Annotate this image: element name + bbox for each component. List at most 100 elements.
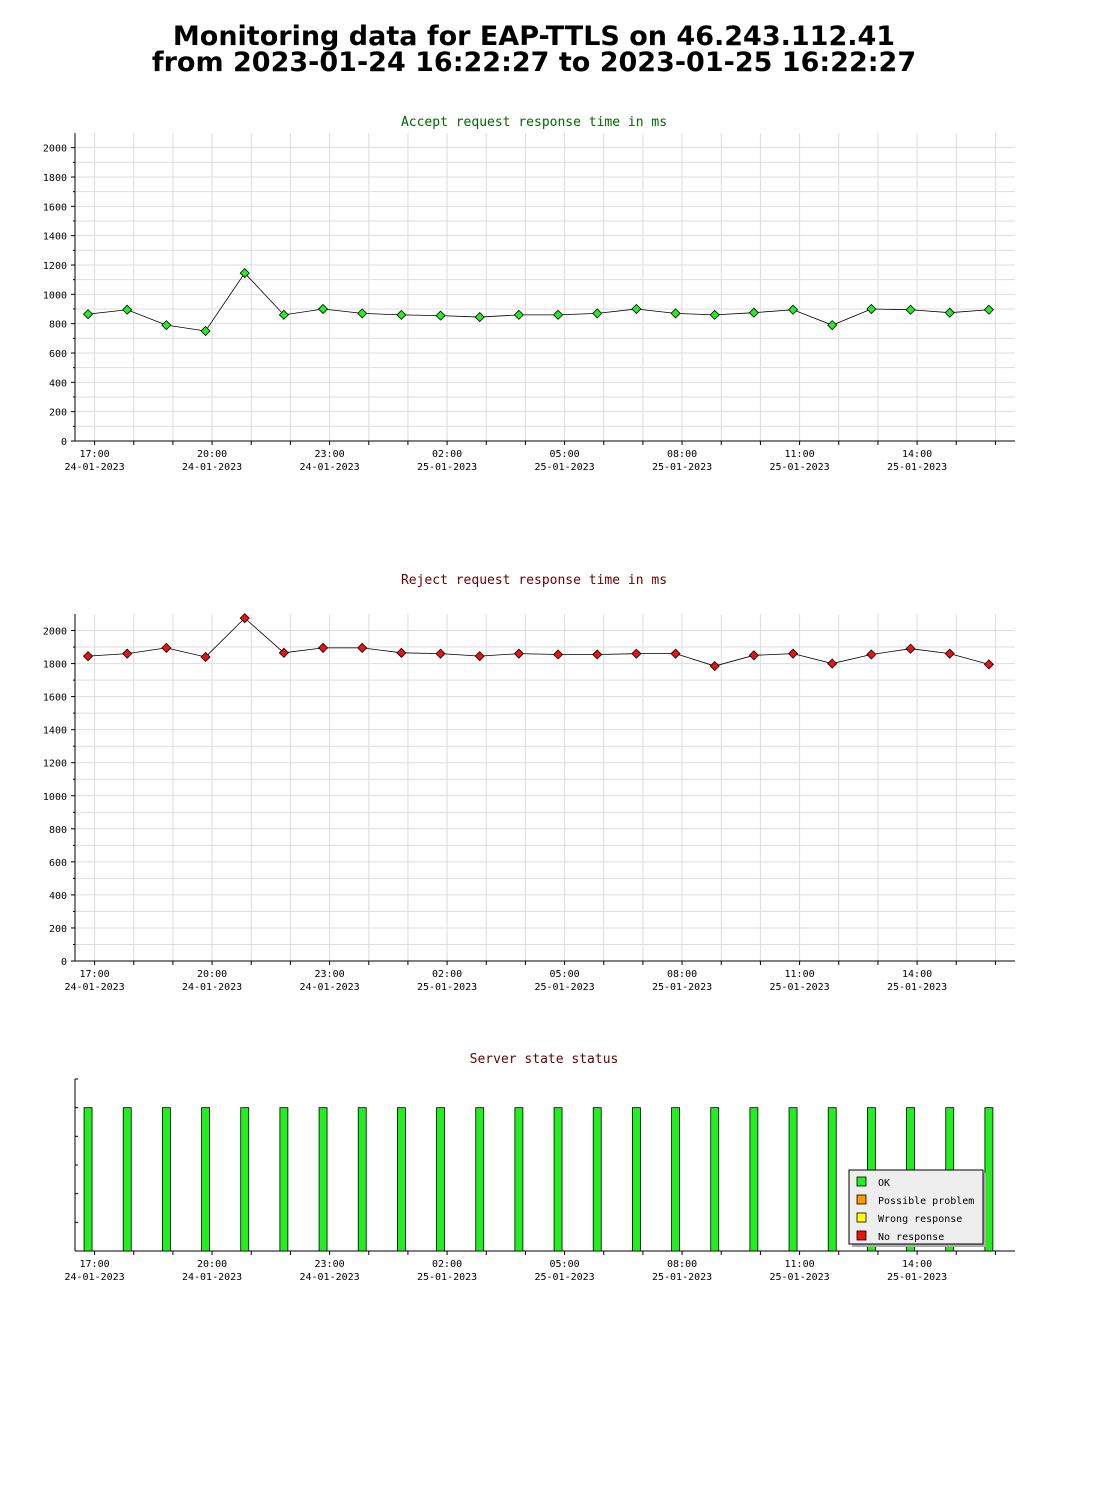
y-tick-label: 1200 bbox=[43, 261, 67, 272]
y-tick-label: 1600 bbox=[43, 693, 67, 704]
x-tick-label-time: 08:00 bbox=[667, 449, 697, 460]
x-tick-label-date: 24-01-2023 bbox=[64, 1272, 124, 1283]
reject-point bbox=[513, 648, 524, 659]
reject-point bbox=[200, 651, 211, 663]
chart-title: Accept request response time in ms bbox=[401, 115, 667, 130]
accept-point bbox=[631, 303, 642, 315]
status-bar bbox=[475, 1107, 485, 1252]
x-tick-label-time: 02:00 bbox=[432, 449, 462, 460]
y-tick-label: 200 bbox=[49, 408, 67, 419]
x-tick-label-date: 24-01-2023 bbox=[64, 982, 124, 993]
accept-point bbox=[670, 308, 681, 319]
x-tick-label-date: 25-01-2023 bbox=[534, 462, 594, 473]
reject-point bbox=[82, 651, 94, 662]
reject-point bbox=[748, 650, 759, 661]
x-tick-label-date: 25-01-2023 bbox=[534, 1272, 594, 1283]
legend-label: Possible problem bbox=[878, 1196, 974, 1207]
reject-point bbox=[122, 648, 133, 659]
y-tick-label: 1000 bbox=[43, 792, 67, 803]
reject-point bbox=[161, 642, 172, 653]
x-tick-label-date: 25-01-2023 bbox=[769, 1272, 829, 1283]
y-tick-label: 2000 bbox=[43, 627, 67, 638]
x-tick-label-date: 25-01-2023 bbox=[769, 982, 829, 993]
status-bar bbox=[357, 1107, 367, 1252]
x-tick-label-date: 24-01-2023 bbox=[299, 462, 359, 473]
y-tick-label: 800 bbox=[49, 825, 67, 836]
accept-point bbox=[552, 309, 564, 320]
y-tick-label: 600 bbox=[49, 349, 67, 360]
x-tick-label-date: 25-01-2023 bbox=[652, 1272, 712, 1283]
x-tick-label-date: 25-01-2023 bbox=[652, 982, 712, 993]
x-tick-label-time: 11:00 bbox=[785, 1259, 815, 1270]
x-tick-label-date: 24-01-2023 bbox=[182, 462, 242, 473]
reject-point bbox=[357, 642, 368, 653]
x-tick-label-date: 24-01-2023 bbox=[182, 1272, 242, 1283]
y-tick-label: 1800 bbox=[43, 173, 67, 184]
legend-box bbox=[848, 1169, 984, 1245]
x-tick-label-time: 11:00 bbox=[785, 969, 815, 980]
status-bar bbox=[553, 1107, 563, 1252]
reject-point bbox=[239, 613, 250, 624]
accept-point bbox=[866, 303, 877, 315]
chart-panel-0: 0 200 400 600 800 1000 1200 1400 1600 1800 2000 17:… bbox=[43, 115, 1015, 473]
status-bar bbox=[788, 1107, 798, 1252]
status-bar bbox=[161, 1107, 171, 1252]
x-tick-label-time: 23:00 bbox=[315, 1259, 345, 1270]
y-tick-label: 200 bbox=[49, 924, 67, 935]
y-tick-label: 400 bbox=[49, 891, 67, 902]
reject-point bbox=[474, 651, 485, 662]
x-tick-label-time: 20:00 bbox=[197, 449, 227, 460]
reject-point bbox=[709, 660, 720, 672]
x-tick-label-time: 17:00 bbox=[80, 1259, 110, 1270]
y-tick-label: 1200 bbox=[43, 759, 67, 770]
y-tick-label: 0 bbox=[61, 957, 67, 968]
x-tick-label-time: 02:00 bbox=[432, 969, 462, 980]
status-bar bbox=[201, 1107, 210, 1252]
x-tick-label-time: 23:00 bbox=[315, 449, 345, 460]
reject-point bbox=[787, 648, 799, 659]
accept-point bbox=[396, 309, 407, 320]
x-tick-label-time: 08:00 bbox=[667, 1259, 697, 1270]
accept-point bbox=[200, 325, 211, 337]
accept-point bbox=[983, 304, 994, 315]
x-tick-label-time: 14:00 bbox=[902, 969, 932, 980]
x-tick-label-date: 25-01-2023 bbox=[417, 462, 477, 473]
x-tick-label-time: 02:00 bbox=[432, 1259, 462, 1270]
chart-panel-2: 17:00 24-01-2023 20:00 24-01-2023 23:00 24-01… bbox=[64, 1052, 1015, 1283]
accept-point bbox=[122, 304, 133, 315]
y-tick-label: 1400 bbox=[43, 726, 67, 737]
legend-label: No response bbox=[878, 1232, 944, 1243]
x-tick-label-date: 25-01-2023 bbox=[887, 462, 947, 473]
x-tick-label-date: 25-01-2023 bbox=[769, 462, 829, 473]
y-tick-label: 1000 bbox=[43, 290, 67, 301]
y-tick-label: 800 bbox=[49, 320, 67, 331]
accept-point bbox=[474, 312, 485, 323]
accept-point bbox=[905, 304, 916, 315]
x-tick-label-date: 25-01-2023 bbox=[417, 982, 477, 993]
x-tick-label-time: 23:00 bbox=[315, 969, 345, 980]
accept-point bbox=[239, 268, 250, 279]
page-title-line2: from 2023-01-24 16:22:27 to 2023-01-25 1… bbox=[151, 47, 917, 78]
legend-label: OK bbox=[878, 1178, 890, 1189]
x-tick-label-time: 05:00 bbox=[550, 1259, 580, 1270]
legend-swatch bbox=[856, 1230, 867, 1241]
reject-point bbox=[983, 659, 994, 670]
status-bar bbox=[984, 1107, 994, 1252]
status-bar bbox=[827, 1107, 837, 1252]
reject-point bbox=[827, 658, 838, 669]
x-tick-label-date: 25-01-2023 bbox=[887, 1272, 947, 1283]
legend-swatch bbox=[856, 1176, 867, 1187]
chart-title: Server state status bbox=[470, 1052, 619, 1067]
accept-point bbox=[592, 308, 603, 319]
x-tick-label-date: 24-01-2023 bbox=[182, 982, 242, 993]
legend-swatch bbox=[856, 1212, 867, 1223]
status-bar bbox=[749, 1107, 759, 1252]
status-bar bbox=[631, 1107, 641, 1252]
x-tick-label-date: 25-01-2023 bbox=[652, 462, 712, 473]
status-bar bbox=[279, 1107, 289, 1252]
status-bar bbox=[436, 1107, 445, 1252]
accept-point bbox=[82, 309, 94, 320]
legend-label: Wrong response bbox=[878, 1214, 962, 1225]
x-tick-label-time: 14:00 bbox=[902, 449, 932, 460]
accept-point bbox=[278, 309, 289, 320]
